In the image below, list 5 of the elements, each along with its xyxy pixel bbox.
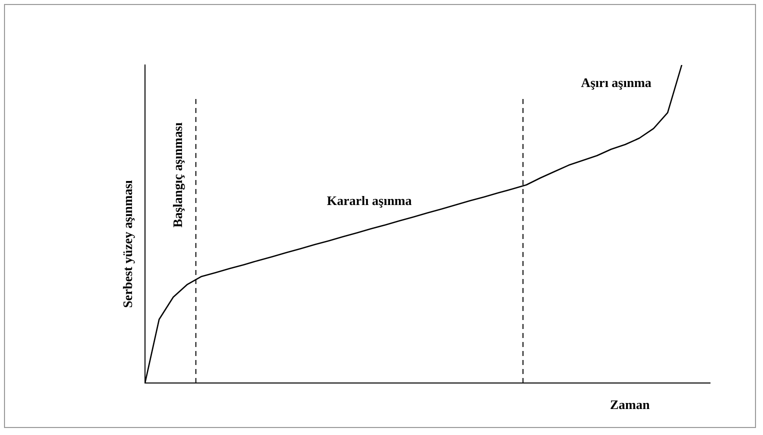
annotation: Kararlı aşınma [326, 193, 412, 209]
annotation: Aşırı aşınma [580, 75, 652, 91]
annotation: Başlangıç aşınması [170, 122, 186, 228]
x-axis-title: Zaman [610, 397, 650, 413]
y-axis-title: Serbest yüzey aşınması [120, 180, 136, 308]
